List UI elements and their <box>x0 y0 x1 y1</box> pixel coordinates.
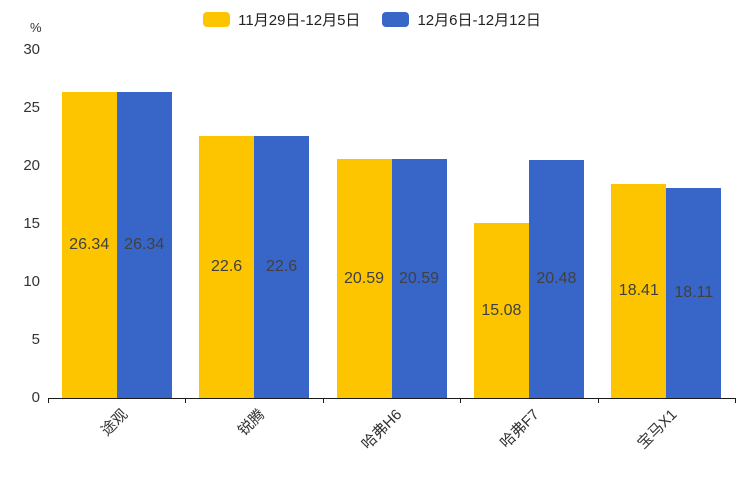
legend-swatch-icon <box>203 12 231 27</box>
bar-value-label: 22.6 <box>266 257 298 275</box>
bar-value-label: 20.48 <box>536 270 577 288</box>
bar-value-label: 18.11 <box>674 283 714 301</box>
y-tick-label: 10 <box>23 273 40 290</box>
bar-value-label: 20.59 <box>343 269 385 287</box>
bar: 22.6 <box>254 135 310 398</box>
x-axis-tick <box>322 398 324 403</box>
bar-group: 26.34 26.34 <box>48 50 185 398</box>
y-tick-label: 15 <box>23 215 40 232</box>
bar-value-label: 26.34 <box>69 236 110 254</box>
y-tick-label: 20 <box>23 157 40 174</box>
plot-area: 26.34 26.34 22.6 22.6 20.59 20.59 15.08 20.48 18… <box>48 50 736 403</box>
legend: 11月29日-12月5日 12月6日-12月12日 <box>0 9 744 30</box>
bar: 18.11 <box>666 187 722 398</box>
x-category-label: 宝马X1 <box>634 406 681 453</box>
bar-group: 22.6 22.6 <box>185 50 322 398</box>
x-axis-tick <box>185 398 187 403</box>
bar: 20.59 <box>336 159 392 398</box>
y-tick-label: 0 <box>31 389 40 406</box>
x-axis-tick <box>735 398 736 403</box>
x-axis-tick <box>597 398 599 403</box>
x-category-label: 哈弗H6 <box>358 406 406 453</box>
bar: 15.08 <box>473 223 529 398</box>
y-tick-label: 30 <box>23 41 40 58</box>
bar-group: 15.08 20.48 <box>460 50 597 398</box>
legend-label: 12月6日-12月12日 <box>417 12 541 29</box>
bar-value-label: 22.6 <box>211 257 243 275</box>
bar-group: 18.41 18.11 <box>598 50 735 398</box>
legend-label: 11月29日-12月5日 <box>238 12 361 29</box>
bar: 26.34 <box>61 92 117 398</box>
legend-item[interactable]: 11月29日-12月5日 <box>203 9 360 30</box>
x-category-label: 途观 <box>97 406 131 440</box>
bar: 26.34 <box>116 92 172 398</box>
x-category-label: 哈弗F7 <box>497 406 544 452</box>
bar-value-label: 26.34 <box>124 236 165 254</box>
y-tick-label: 5 <box>31 331 40 348</box>
legend-swatch-icon <box>382 12 410 27</box>
bar: 18.41 <box>611 184 667 398</box>
bar-value-label: 20.59 <box>398 269 440 287</box>
bar-value-label: 18.41 <box>618 282 659 300</box>
legend-item[interactable]: 12月6日-12月12日 <box>382 9 541 30</box>
x-axis-tick <box>48 398 49 403</box>
bar: 20.59 <box>391 159 447 398</box>
bar-value-label: 15.08 <box>481 301 522 319</box>
bar: 22.6 <box>199 135 255 398</box>
bar: 20.48 <box>528 160 584 398</box>
y-axis-unit-label: % <box>30 20 42 35</box>
y-tick-label: 25 <box>23 99 40 116</box>
bar-group: 20.59 20.59 <box>323 50 460 398</box>
x-axis-tick <box>460 398 462 403</box>
x-category-label: 锐腾 <box>235 406 269 440</box>
